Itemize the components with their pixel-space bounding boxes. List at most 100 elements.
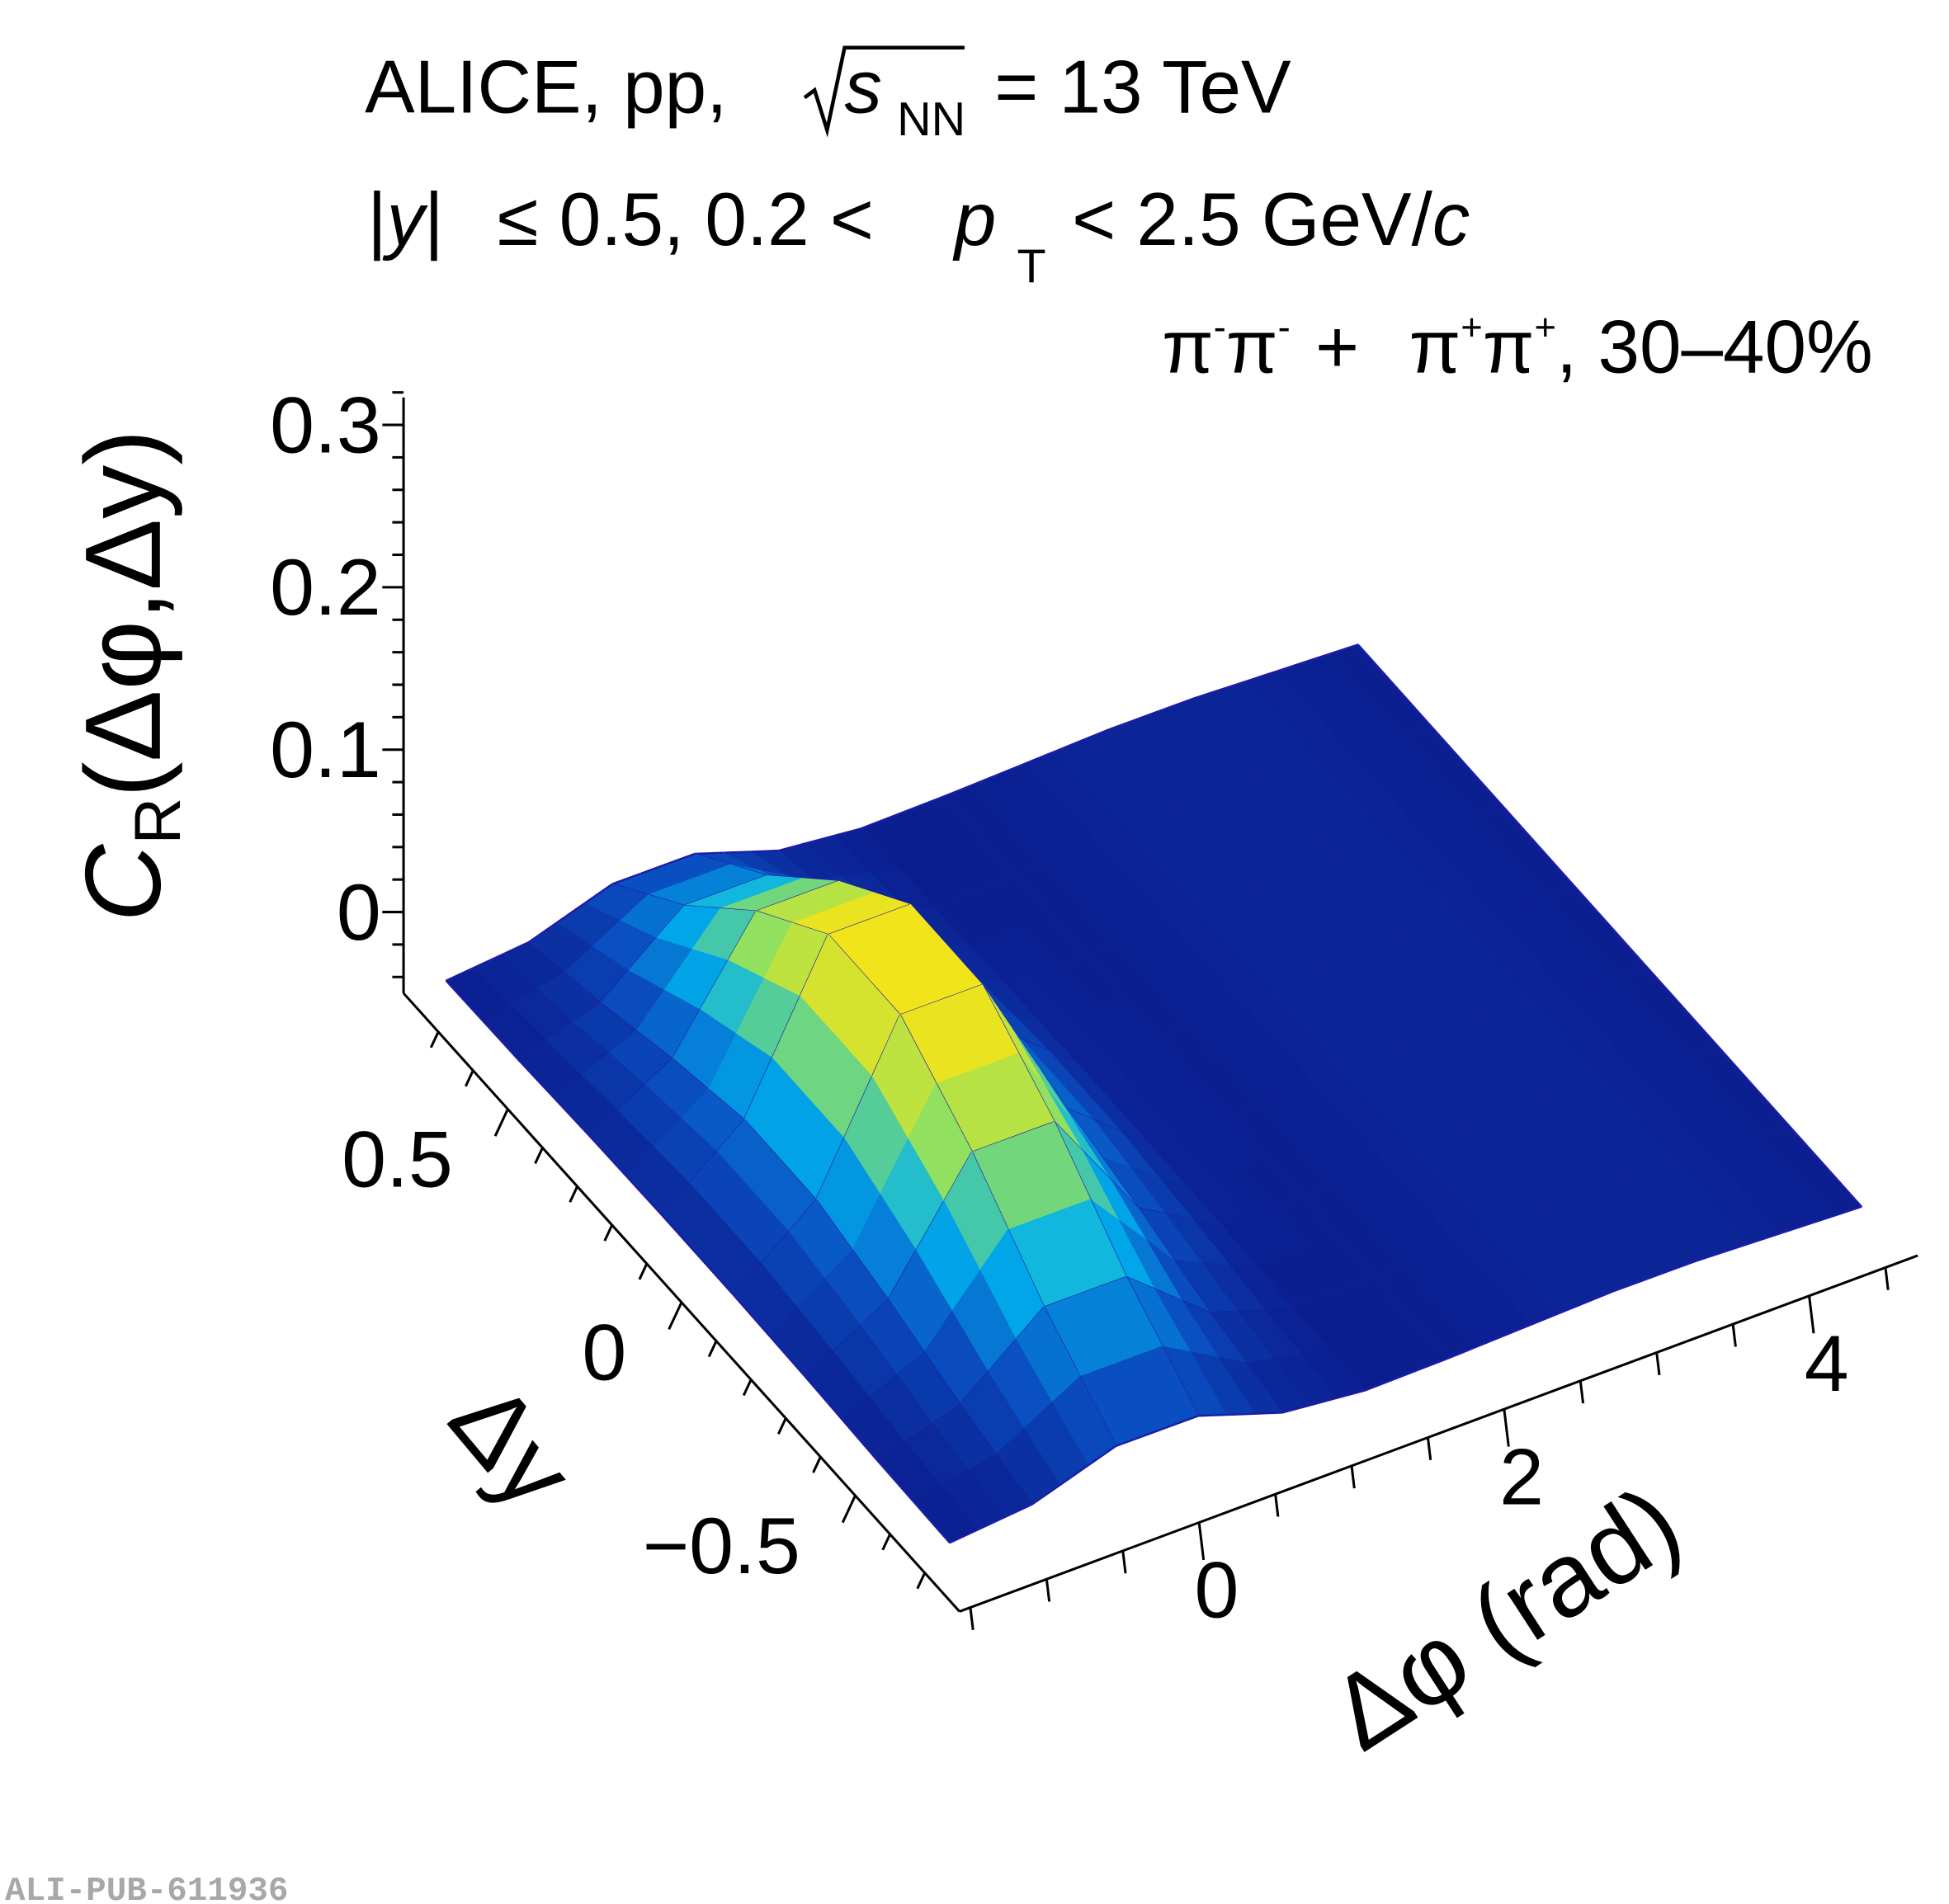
mesh-line: [696, 1254, 735, 1297]
mesh-line: [1681, 1005, 1719, 1047]
rapidity-cut-label: ≤ 0.5, 0.2 <: [498, 178, 874, 262]
mesh-line: [1170, 1415, 1199, 1427]
mesh-line: [949, 1529, 978, 1544]
mesh-line: [694, 851, 723, 855]
mesh-line: [970, 773, 1000, 787]
z-tick-label: 0.1: [270, 705, 381, 794]
y-axis-tick: [707, 1340, 718, 1358]
experiment-label: ALICE, pp,: [365, 46, 727, 130]
mesh-line: [778, 842, 807, 852]
mesh-line: [1081, 728, 1111, 742]
y-axis-tick: [881, 1534, 891, 1551]
sqrt-symbol: [803, 45, 965, 138]
mesh-line: [1247, 670, 1277, 682]
mesh-line: [876, 1459, 915, 1503]
mesh-line: [1163, 698, 1192, 710]
x-axis-tick: [1426, 1437, 1432, 1460]
mesh-line: [913, 1501, 951, 1543]
mesh-line: [1026, 750, 1055, 764]
mesh-line: [1753, 1085, 1791, 1128]
mesh-line: [1557, 1301, 1587, 1315]
mesh-line: [500, 941, 529, 956]
pt-label: p: [952, 178, 997, 262]
z-tick-label: 0: [337, 867, 381, 957]
z-tick-label: 0.2: [270, 542, 381, 632]
x-axis-tick: [1045, 1579, 1051, 1602]
particle-pair-label: π-π- + π+π+, 30–40%: [1162, 305, 1873, 389]
mesh-line: [1536, 844, 1575, 887]
mesh-line: [841, 1418, 879, 1462]
y-axis-tick: [777, 1417, 787, 1435]
mesh-line: [1253, 1412, 1282, 1415]
mesh-line: [446, 967, 474, 982]
publication-id-watermark: ALI-PUB-611936: [5, 1873, 288, 1904]
mesh-line: [611, 873, 640, 885]
y-axis-tick: [638, 1263, 649, 1280]
header-line2: |y|: [367, 178, 444, 262]
mesh-line: [1309, 1397, 1338, 1407]
sqrt-s-label: s: [845, 46, 882, 130]
mesh-line: [1640, 1270, 1668, 1283]
mesh-line: [639, 863, 668, 875]
mesh-line: [625, 1175, 663, 1216]
mesh-line: [1191, 689, 1220, 700]
mesh-line: [1054, 739, 1083, 753]
mesh-line: [1833, 1205, 1862, 1217]
y-axis-tick: [493, 1108, 509, 1137]
y-axis-title: Δy: [427, 1360, 597, 1529]
x-tick-label: 0: [1194, 1545, 1239, 1635]
mesh-line: [888, 806, 917, 819]
x-axis-tick: [1197, 1522, 1206, 1561]
y-axis-tick: [465, 1070, 474, 1087]
mesh-line: [1530, 1313, 1559, 1327]
x-tick-label: 4: [1805, 1318, 1849, 1408]
mesh-line: [1585, 1290, 1614, 1304]
mesh-line: [1778, 1223, 1807, 1235]
axes: 0 0.1 0.2 0.3 0.5 0 −0.5 0 2 4: [270, 379, 1918, 1635]
mesh-line: [1716, 1045, 1755, 1087]
mesh-line: [1136, 708, 1165, 720]
x-axis-line: [959, 1254, 1918, 1613]
mesh-line: [481, 1019, 519, 1060]
z-axis-title: CR(Δφ,Δy): [63, 429, 194, 921]
pt-subscript: T: [1017, 240, 1045, 293]
mesh-line: [805, 835, 834, 845]
x-axis-tick: [1884, 1267, 1890, 1290]
mesh-line: [1645, 964, 1683, 1007]
mesh-line: [1219, 680, 1248, 691]
mesh-line: [805, 1376, 843, 1420]
mesh-line: [517, 1058, 555, 1099]
x-axis-tick: [1731, 1323, 1737, 1347]
y-axis-tick: [668, 1302, 683, 1331]
mesh-line: [583, 883, 613, 905]
mesh-line: [1391, 1368, 1420, 1381]
mesh-line: [1474, 1335, 1503, 1349]
mesh-line: [1281, 1404, 1310, 1414]
mesh-line: [1609, 925, 1647, 967]
mesh-line: [1198, 1413, 1227, 1417]
mesh-line: [833, 827, 861, 837]
y-tick-label: 0: [582, 1308, 626, 1397]
mesh-line: [1115, 1435, 1144, 1448]
pt-cut-label: < 2.5 GeV/c: [1072, 178, 1470, 262]
mesh-line: [1364, 1379, 1393, 1392]
mesh-line: [1723, 1242, 1752, 1253]
mesh-line: [1806, 1214, 1835, 1226]
mesh-line: [1612, 1280, 1641, 1293]
y-axis-tick: [841, 1495, 857, 1524]
mesh-line: [1143, 1425, 1172, 1437]
y-axis-tick: [742, 1379, 753, 1397]
y-axis-tick: [812, 1456, 822, 1473]
mesh-line: [1275, 662, 1304, 673]
mesh-line: [445, 979, 484, 1021]
mesh-line: [1302, 653, 1331, 664]
mesh-line: [942, 784, 972, 798]
mesh-line: [1393, 684, 1431, 726]
mesh-line: [1330, 643, 1359, 655]
mesh-line: [527, 921, 558, 944]
mesh-line: [1429, 723, 1467, 766]
mesh-line: [1446, 1346, 1475, 1360]
mesh-line: [661, 1214, 699, 1256]
